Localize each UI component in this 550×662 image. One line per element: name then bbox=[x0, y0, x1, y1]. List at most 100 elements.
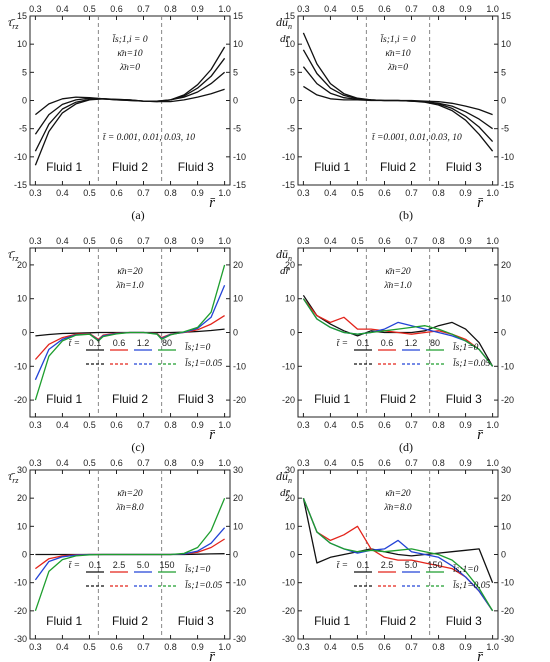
y-tick-label-right: -30 bbox=[233, 634, 246, 644]
y-tick-label-right: 30 bbox=[501, 465, 511, 475]
x-tick-label-top: 1.0 bbox=[218, 4, 231, 14]
x-tick-label: 0.5 bbox=[351, 420, 364, 430]
x-tick-label: 0.9 bbox=[191, 642, 204, 652]
y-tick-label: 0 bbox=[22, 96, 27, 106]
y-tick-label-right: 10 bbox=[233, 39, 243, 49]
y-tick-label: 10 bbox=[285, 521, 295, 531]
y-tick-label: 10 bbox=[17, 521, 27, 531]
x-tick-label: 0.8 bbox=[164, 420, 177, 430]
series-line-0 bbox=[302, 294, 494, 367]
y-tick-label: 5 bbox=[22, 67, 27, 77]
x-tick-label: 0.8 bbox=[432, 420, 445, 430]
panel-caption: (b) bbox=[399, 208, 413, 222]
x-tick-label-top: 0.3 bbox=[297, 236, 310, 246]
fluid-label: Fluid 1 bbox=[46, 614, 82, 628]
fluid-label: Fluid 3 bbox=[446, 392, 482, 406]
x-tick-label: 0.6 bbox=[378, 188, 391, 198]
x-axis-label: r̄ bbox=[209, 195, 215, 211]
legend-t-value: 1.2 bbox=[405, 338, 418, 348]
param-annotation: l̄s;1,i = 0 bbox=[112, 33, 147, 45]
legend-solid-label: l̄s;1=0 bbox=[185, 341, 211, 353]
x-tick-label: 1.0 bbox=[218, 188, 231, 198]
x-tick-label-top: 0.5 bbox=[83, 236, 96, 246]
x-tick-label-top: 0.7 bbox=[405, 4, 418, 14]
panel-caption: (d) bbox=[399, 440, 413, 454]
x-tick-label: 0.7 bbox=[137, 420, 150, 430]
fluid-label: Fluid 3 bbox=[178, 392, 214, 406]
y-tick-label-right: -15 bbox=[233, 180, 246, 190]
series-line-1 bbox=[302, 298, 494, 367]
series-line-3 bbox=[34, 88, 225, 116]
x-tick-label: 0.3 bbox=[29, 188, 42, 198]
y-axis-label: dūn bbox=[276, 469, 292, 485]
x-tick-label-top: 0.7 bbox=[405, 236, 418, 246]
x-tick-label-top: 0.8 bbox=[432, 458, 445, 468]
legend-t-label: t̄ = bbox=[337, 338, 348, 349]
y-tick-label: 30 bbox=[285, 465, 295, 475]
y-tick-label: -15 bbox=[14, 180, 27, 190]
x-tick-label-top: 0.5 bbox=[351, 458, 364, 468]
y-axis-label-denominator: dr̄ bbox=[280, 487, 291, 499]
x-tick-label: 0.7 bbox=[405, 420, 418, 430]
series-line-3 bbox=[302, 298, 494, 367]
param-annotation: l̄s;1,i = 0 bbox=[380, 33, 415, 45]
y-label-main: dū bbox=[276, 469, 288, 483]
y-tick-label-right: -20 bbox=[233, 606, 246, 616]
x-tick-label: 0.5 bbox=[83, 420, 96, 430]
fluid-label: Fluid 2 bbox=[112, 160, 148, 174]
fluid-label: Fluid 2 bbox=[380, 614, 416, 628]
y-tick-label: 20 bbox=[17, 260, 27, 270]
y-tick-label-right: -5 bbox=[501, 124, 509, 134]
legend-t-value: 1.2 bbox=[137, 338, 150, 348]
y-tick-label-right: -10 bbox=[501, 361, 514, 371]
panel-f: 0.3 0.3 0.4 0.4 0.5 0.5 0.6 0.6 0.7 0.7 0.8 0.8 0.9 0… bbox=[276, 458, 514, 662]
series-line-1 bbox=[302, 497, 494, 612]
x-tick-label-top: 0.6 bbox=[378, 4, 391, 14]
y-tick-label: 30 bbox=[17, 465, 27, 475]
x-tick-label: 1.0 bbox=[486, 642, 499, 652]
x-tick-label-top: 0.4 bbox=[324, 458, 337, 468]
param-annotation: λ̄n=0 bbox=[387, 63, 408, 73]
param-annotation: κ̄n=10 bbox=[117, 49, 142, 59]
x-tick-label-top: 0.6 bbox=[110, 458, 123, 468]
x-tick-label: 0.6 bbox=[110, 420, 123, 430]
y-tick-label-right: 5 bbox=[233, 67, 238, 77]
y-tick-label: -10 bbox=[14, 578, 27, 588]
x-axis-label: r̄ bbox=[209, 427, 215, 443]
x-tick-label-top: 1.0 bbox=[218, 458, 231, 468]
x-tick-label: 0.9 bbox=[191, 420, 204, 430]
y-axis-label: τ̄rz bbox=[8, 469, 19, 485]
x-tick-label-top: 0.5 bbox=[83, 4, 96, 14]
y-tick-label-right: -10 bbox=[233, 361, 246, 371]
y-tick-label: 0 bbox=[22, 328, 27, 338]
x-tick-label-top: 1.0 bbox=[218, 236, 231, 246]
y-tick-label-right: 0 bbox=[501, 328, 506, 338]
y-tick-label: -30 bbox=[282, 634, 295, 644]
x-tick-label: 0.4 bbox=[324, 642, 337, 652]
x-tick-label-top: 0.8 bbox=[164, 236, 177, 246]
panel-c: 0.3 0.3 0.4 0.4 0.5 0.5 0.6 0.6 0.7 0.7 0.8 0.8 0.9 0… bbox=[8, 236, 246, 454]
x-tick-label: 0.6 bbox=[110, 188, 123, 198]
legend-t-value: 2.5 bbox=[113, 560, 126, 570]
y-tick-label: -10 bbox=[14, 152, 27, 162]
y-tick-label: 20 bbox=[285, 493, 295, 503]
legend-solid-label: l̄s;1=0 bbox=[453, 563, 479, 575]
y-tick-label-right: 30 bbox=[233, 465, 243, 475]
x-tick-label-top: 0.6 bbox=[378, 236, 391, 246]
y-tick-label: -20 bbox=[282, 395, 295, 405]
y-label-sub: rz bbox=[12, 476, 19, 485]
legend-t-value: 5.0 bbox=[137, 560, 150, 570]
legend-t-value: 0.6 bbox=[113, 338, 126, 348]
x-tick-label: 0.4 bbox=[56, 642, 69, 652]
fluid-label: Fluid 1 bbox=[314, 392, 350, 406]
legend-dash-label: l̄s;1=0.05 bbox=[453, 579, 491, 591]
x-tick-label: 0.5 bbox=[351, 188, 364, 198]
x-tick-label: 1.0 bbox=[486, 420, 499, 430]
y-tick-label: 10 bbox=[285, 294, 295, 304]
x-tick-label: 0.5 bbox=[83, 642, 96, 652]
y-tick-label: -10 bbox=[282, 152, 295, 162]
y-tick-label-right: 20 bbox=[233, 493, 243, 503]
y-tick-label-right: 15 bbox=[233, 11, 243, 21]
x-tick-label: 0.7 bbox=[405, 642, 418, 652]
